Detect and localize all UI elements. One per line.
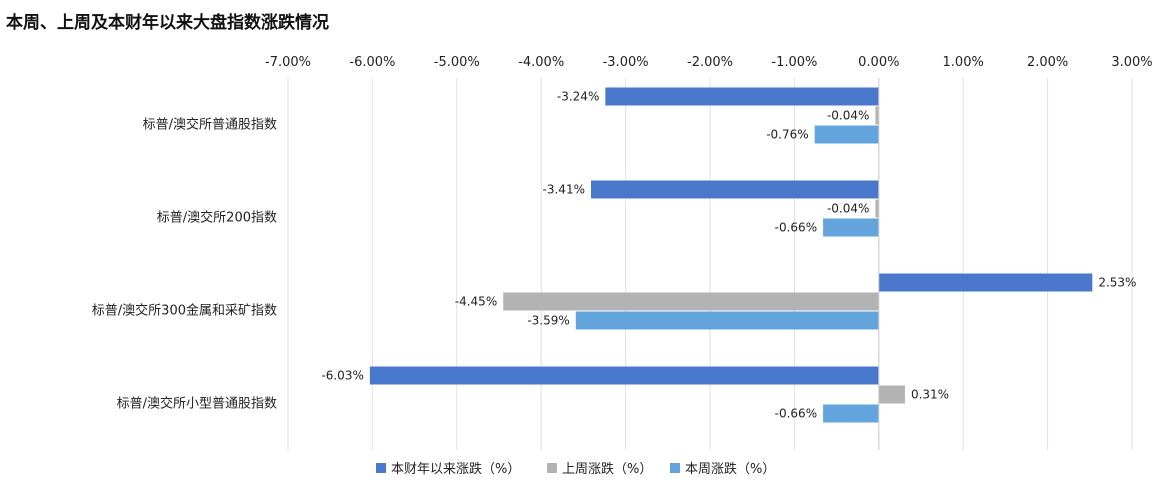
bar-last-week [878, 385, 905, 404]
bar-last-week [503, 292, 879, 311]
x-tick-label: 3.00% [1111, 55, 1152, 70]
legend: 本财年以来涨跌（%） 上周涨跌（%） 本周涨跌（%） [0, 458, 1167, 478]
x-tick-label: 1.00% [943, 55, 984, 70]
data-label: -0.04% [827, 202, 869, 216]
bar-last-week [875, 106, 879, 125]
bar-fytd [369, 366, 879, 385]
category-label: 标普/澳交所200指数 [157, 210, 277, 226]
bar-fytd [605, 87, 879, 106]
category-label: 标普/澳交所小型普通股指数 [117, 396, 277, 412]
bar-last-week [875, 199, 879, 218]
data-label: -3.41% [543, 183, 585, 197]
x-tick-label: 2.00% [1027, 55, 1068, 70]
x-tick-label: -6.00% [349, 55, 395, 70]
x-tick-label: 0.00% [858, 55, 899, 70]
data-label: -3.59% [527, 314, 569, 328]
data-label: -0.66% [775, 221, 817, 235]
category-label: 标普/澳交所普通股指数 [143, 117, 277, 133]
data-label: 2.53% [1098, 276, 1136, 290]
x-tick-label: -7.00% [265, 55, 311, 70]
data-label: -4.45% [455, 295, 497, 309]
data-label: -0.76% [766, 128, 808, 142]
data-label: -3.24% [557, 90, 599, 104]
legend-label-last-week: 上周涨跌（%） [562, 462, 653, 477]
bar-this-week [575, 311, 879, 330]
bar-fytd [878, 273, 1093, 292]
x-tick-label: -2.00% [687, 55, 733, 70]
bar-this-week [823, 404, 879, 423]
bar-chart: -7.00% -6.00% -5.00% -4.00% -3.00% -2.00% -1.0… [92, 55, 1153, 450]
legend-item-fytd: 本财年以来涨跌（%） [376, 458, 520, 477]
x-tick-label: -5.00% [434, 55, 480, 70]
x-tick-label: -1.00% [771, 55, 817, 70]
data-label: 0.31% [911, 388, 949, 402]
bar-this-week [814, 125, 879, 144]
legend-swatch-this-week [670, 462, 680, 473]
legend-swatch-fytd [376, 462, 386, 473]
legend-item-this-week: 本周涨跌（%） [670, 458, 775, 477]
chart-title: 本周、上周及本财年以来大盘指数涨跌情况 [6, 13, 329, 33]
bar-this-week [823, 218, 879, 237]
x-tick-label: -3.00% [603, 55, 649, 70]
legend-swatch-last-week [547, 462, 557, 473]
data-label: -6.03% [321, 369, 363, 383]
legend-label-this-week: 本周涨跌（%） [685, 462, 776, 477]
category-label: 标普/澳交所300金属和采矿指数 [92, 303, 277, 319]
data-label: -0.04% [827, 109, 869, 123]
x-tick-label: -4.00% [518, 55, 564, 70]
data-label: -0.66% [775, 407, 817, 421]
legend-item-last-week: 上周涨跌（%） [547, 458, 652, 477]
legend-label-fytd: 本财年以来涨跌（%） [391, 462, 521, 477]
bar-fytd [590, 180, 879, 199]
